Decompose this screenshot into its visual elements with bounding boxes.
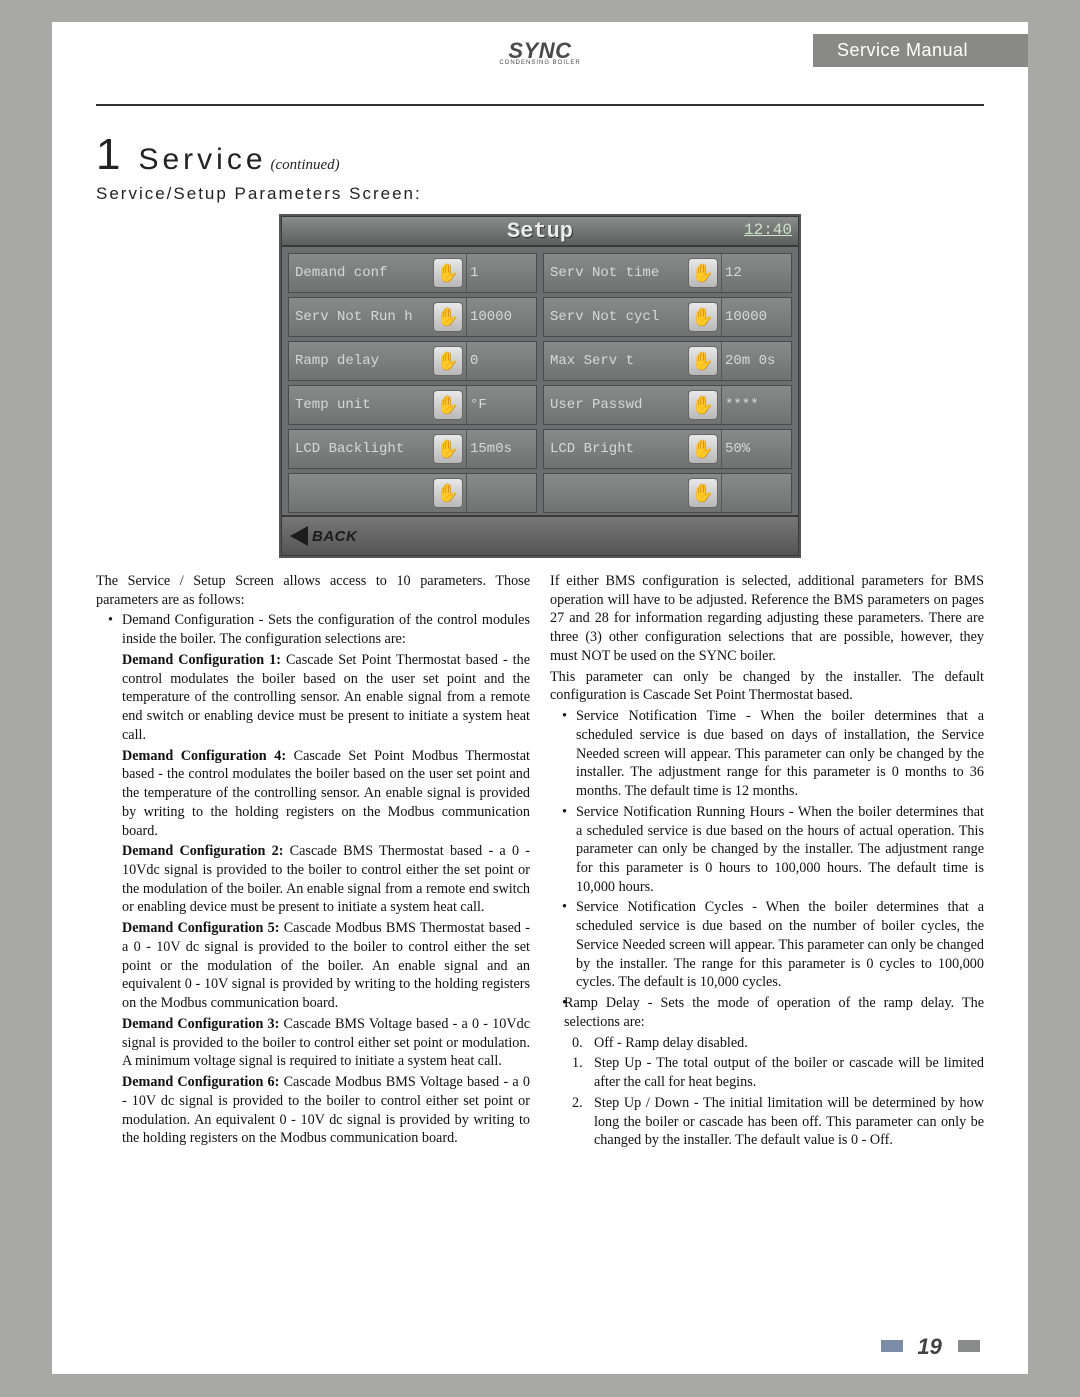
body-text: Demand Configuration 2: Cascade BMS Ther…	[96, 842, 530, 917]
lcd-param-label: LCD Bright	[544, 441, 688, 457]
lcd-param-cell[interactable]: ✋	[288, 473, 537, 513]
body-bullet: Service Notification Cycles - When the b…	[550, 898, 984, 992]
body-bullet: Service Notification Running Hours - Whe…	[550, 803, 984, 897]
lcd-param-value	[721, 474, 775, 512]
lcd-param-cell[interactable]: LCD Backlight✋15m0s	[288, 429, 537, 469]
lcd-param-label: Serv Not cycl	[544, 309, 688, 325]
back-button[interactable]: BACK	[290, 526, 357, 546]
hand-icon[interactable]: ✋	[688, 302, 718, 332]
lcd-titlebar: Setup 12:40	[282, 217, 798, 247]
hand-icon[interactable]: ✋	[433, 302, 463, 332]
lcd-param-value: 12	[721, 254, 775, 292]
lcd-param-value: 10000	[721, 298, 775, 336]
section-subhead: Service/Setup Parameters Screen:	[96, 184, 984, 204]
lcd-param-label: LCD Backlight	[289, 441, 433, 457]
lcd-body: Demand conf✋1Serv Not time✋12Serv Not Ru…	[282, 247, 798, 515]
lcd-param-value	[466, 474, 520, 512]
page-header: SYNC CONDENSING BOILER Service Manual	[96, 40, 984, 70]
lcd-screenshot: Setup 12:40 Demand conf✋1Serv Not time✋1…	[279, 214, 801, 558]
page: SYNC CONDENSING BOILER Service Manual 1 …	[52, 22, 1028, 1374]
manual-title: Service Manual	[813, 34, 1028, 67]
column-left: The Service / Setup Screen allows access…	[96, 572, 530, 1152]
header-rule	[96, 104, 984, 106]
body-text: Demand Configuration 5: Cascade Modbus B…	[96, 919, 530, 1013]
lcd-param-label: Demand conf	[289, 265, 433, 281]
lcd-param-cell[interactable]: LCD Bright✋50%	[543, 429, 792, 469]
lcd-param-label: Serv Not time	[544, 265, 688, 281]
body-text: Demand Configuration 6: Cascade Modbus B…	[96, 1073, 530, 1148]
lcd-param-cell[interactable]: Serv Not time✋12	[543, 253, 792, 293]
brand-logo-sub: CONDENSING BOILER	[499, 60, 580, 66]
lcd-clock: 12:40	[744, 221, 792, 239]
lcd-param-label: Ramp delay	[289, 353, 433, 369]
column-right: If either BMS configuration is selected,…	[550, 572, 984, 1152]
lcd-param-value: 15m0s	[466, 430, 520, 468]
brand-logo: SYNC CONDENSING BOILER	[499, 38, 580, 66]
lcd-param-value: °F	[466, 386, 520, 424]
lcd-param-cell[interactable]: Serv Not cycl✋10000	[543, 297, 792, 337]
lcd-param-cell[interactable]: ✋	[543, 473, 792, 513]
lcd-param-label: Serv Not Run h	[289, 309, 433, 325]
lcd-param-cell[interactable]: Demand conf✋1	[288, 253, 537, 293]
body-text: Demand Configuration 1: Cascade Set Poin…	[96, 651, 530, 745]
section-heading: 1 Service (continued)	[96, 130, 984, 180]
back-button-label: BACK	[312, 528, 357, 545]
lcd-title: Setup	[507, 219, 573, 244]
lcd-param-label: Max Serv t	[544, 353, 688, 369]
lcd-param-value: ****	[721, 386, 775, 424]
body-text: Demand Configuration 4: Cascade Set Poin…	[96, 747, 530, 841]
hand-icon[interactable]: ✋	[688, 390, 718, 420]
section-number: 1	[96, 130, 120, 180]
hand-icon[interactable]: ✋	[433, 478, 463, 508]
body-numbered: 2.Step Up / Down - The initial limitatio…	[550, 1094, 984, 1150]
hand-icon[interactable]: ✋	[433, 434, 463, 464]
hand-icon[interactable]: ✋	[433, 258, 463, 288]
section-title: Service	[138, 143, 266, 176]
back-arrow-icon	[290, 526, 308, 546]
body-text: The Service / Setup Screen allows access…	[96, 572, 530, 609]
body-text: Demand Configuration 3: Cascade BMS Volt…	[96, 1015, 530, 1071]
hand-icon[interactable]: ✋	[433, 390, 463, 420]
page-number: 19	[881, 1334, 980, 1360]
lcd-param-value: 1	[466, 254, 520, 292]
body-bullet: Demand Configuration - Sets the configur…	[96, 611, 530, 648]
lcd-param-label: Temp unit	[289, 397, 433, 413]
lcd-param-value: 50%	[721, 430, 775, 468]
hand-icon[interactable]: ✋	[688, 478, 718, 508]
hand-icon[interactable]: ✋	[433, 346, 463, 376]
lcd-param-value: 0	[466, 342, 520, 380]
lcd-param-cell[interactable]: Ramp delay✋0	[288, 341, 537, 381]
lcd-param-cell[interactable]: Max Serv t✋20m 0s	[543, 341, 792, 381]
lcd-footer: BACK	[282, 515, 798, 555]
body-numbered: 0.Off - Ramp delay disabled.	[550, 1034, 984, 1053]
hand-icon[interactable]: ✋	[688, 258, 718, 288]
body-text: This parameter can only be changed by th…	[550, 668, 984, 705]
lcd-param-label: User Passwd	[544, 397, 688, 413]
body-bullet: Ramp Delay - Sets the mode of operation …	[550, 994, 984, 1031]
lcd-param-cell[interactable]: User Passwd✋****	[543, 385, 792, 425]
hand-icon[interactable]: ✋	[688, 346, 718, 376]
lcd-param-cell[interactable]: Serv Not Run h✋10000	[288, 297, 537, 337]
lcd-param-value: 10000	[466, 298, 520, 336]
body-text: If either BMS configuration is selected,…	[550, 572, 984, 666]
lcd-param-cell[interactable]: Temp unit✋°F	[288, 385, 537, 425]
body-numbered: 1.Step Up - The total output of the boil…	[550, 1054, 984, 1091]
lcd-param-value: 20m 0s	[721, 342, 775, 380]
body-bullet: Service Notification Time - When the boi…	[550, 707, 984, 801]
body-columns: The Service / Setup Screen allows access…	[96, 572, 984, 1152]
section-continued: (continued)	[271, 157, 340, 173]
hand-icon[interactable]: ✋	[688, 434, 718, 464]
